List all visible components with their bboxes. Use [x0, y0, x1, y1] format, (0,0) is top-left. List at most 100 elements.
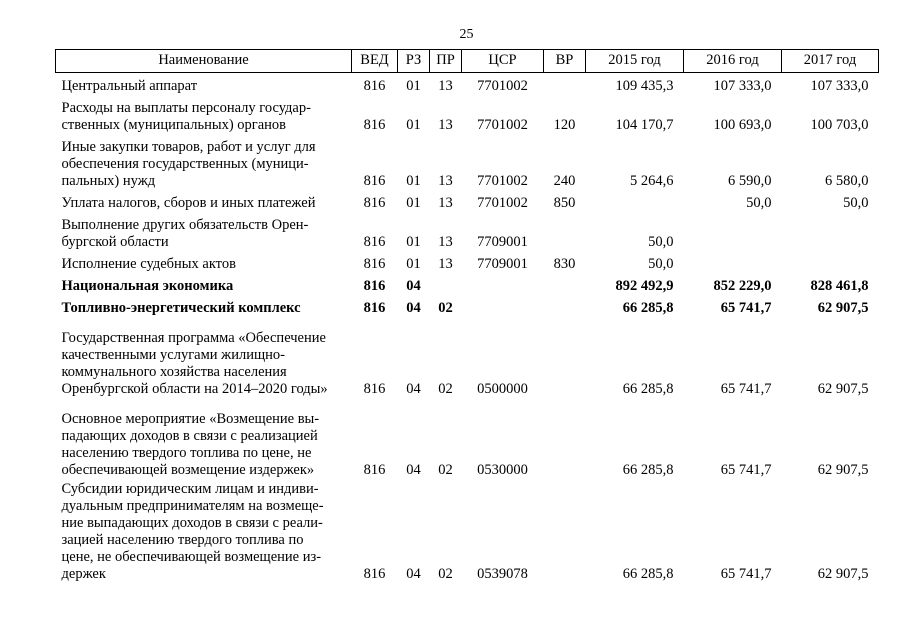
cell-name: Государственная программа «Обеспечение к… — [61, 330, 328, 397]
cell-ved: 816 — [363, 462, 386, 478]
cell-y2016: 65 741,7 — [720, 300, 772, 316]
cell-y2017: 62 907,5 — [817, 566, 869, 582]
budget-table: Наименование ВЕД РЗ ПР ЦСР ВР 2015 год 2016 год… — [55, 49, 879, 583]
cell-csr — [462, 295, 544, 317]
cell-pr: 13 — [438, 173, 453, 189]
cell-vr — [544, 73, 586, 96]
cell-y2016 — [684, 251, 782, 273]
cell-rz: 04 — [406, 381, 421, 397]
cell-y2016 — [684, 212, 782, 251]
column-header-y2017: 2017 год — [781, 49, 879, 73]
cell-y2015: 66 285,8 — [622, 566, 674, 582]
table-row: Основное мероприятие «Возмещение вы- пад… — [56, 398, 879, 479]
cell-ved: 816 — [363, 173, 386, 189]
table-body: Центральный аппарат 816 01 13 7701002 109 435… — [56, 73, 879, 584]
cell-vr — [544, 295, 586, 317]
cell-y2015: 109 435,3 — [615, 78, 674, 94]
cell-vr — [544, 317, 586, 398]
cell-pr — [430, 273, 462, 295]
cell-y2015: 5 264,6 — [630, 173, 674, 189]
cell-pr: 02 — [438, 300, 453, 316]
column-header-name: Наименование — [55, 49, 352, 73]
cell-pr: 13 — [438, 195, 453, 211]
cell-y2017 — [782, 212, 879, 251]
cell-y2016: 65 741,7 — [720, 462, 772, 478]
cell-name: Уплата налогов, сборов и иных платежей — [61, 195, 316, 211]
cell-ved: 816 — [363, 195, 386, 211]
cell-csr: 7701002 — [477, 173, 528, 189]
cell-ved: 816 — [363, 78, 386, 94]
cell-y2017: 50,0 — [843, 195, 869, 211]
cell-y2016: 65 741,7 — [720, 381, 772, 397]
cell-name: Национальная экономика — [61, 278, 234, 294]
cell-ved: 816 — [363, 381, 386, 397]
cell-name: Иные закупки товаров, работ и услуг для … — [61, 139, 316, 189]
cell-csr: 0530000 — [477, 462, 528, 478]
cell-pr: 13 — [438, 78, 453, 94]
cell-vr: 240 — [553, 173, 576, 189]
cell-pr: 02 — [438, 381, 453, 397]
table-row: Уплата налогов, сборов и иных платежей 81… — [56, 190, 879, 212]
cell-pr: 13 — [438, 234, 453, 250]
cell-y2015: 104 170,7 — [615, 117, 674, 133]
cell-y2015 — [586, 190, 684, 212]
cell-vr: 850 — [553, 195, 576, 211]
column-header-vr: ВР — [543, 49, 586, 73]
cell-vr — [544, 212, 586, 251]
cell-csr: 7701002 — [477, 195, 528, 211]
cell-csr: 7709001 — [477, 234, 528, 250]
cell-y2015: 50,0 — [648, 234, 674, 250]
cell-vr: 120 — [553, 117, 576, 133]
cell-y2015: 50,0 — [648, 256, 674, 272]
cell-y2015: 66 285,8 — [622, 462, 674, 478]
cell-y2017: 62 907,5 — [817, 300, 869, 316]
cell-ved: 816 — [363, 256, 386, 272]
cell-pr: 13 — [438, 117, 453, 133]
cell-vr: 830 — [553, 256, 576, 272]
column-header-csr: ЦСР — [461, 49, 544, 73]
document-page: 25 Наименование ВЕД РЗ ПР ЦСР ВР 2015 год 2016 … — [55, 27, 879, 583]
cell-name: Субсидии юридическим лицам и индиви- дуа… — [61, 481, 324, 582]
cell-y2017: 107 333,0 — [810, 78, 869, 94]
cell-ved: 816 — [363, 278, 386, 294]
cell-y2017: 62 907,5 — [817, 381, 869, 397]
column-header-y2015: 2015 год — [585, 49, 684, 73]
cell-y2016: 107 333,0 — [713, 78, 772, 94]
cell-pr: 02 — [438, 566, 453, 582]
column-header-y2016: 2016 год — [683, 49, 782, 73]
cell-ved: 816 — [363, 300, 386, 316]
cell-rz: 01 — [406, 78, 421, 94]
cell-name: Топливно-энергетический комплекс — [61, 300, 301, 316]
cell-vr — [544, 398, 586, 479]
cell-y2016: 100 693,0 — [713, 117, 772, 133]
cell-y2015: 66 285,8 — [622, 381, 674, 397]
cell-rz: 04 — [406, 566, 421, 582]
cell-rz: 04 — [406, 462, 421, 478]
cell-y2016: 50,0 — [746, 195, 772, 211]
cell-csr: 7701002 — [477, 78, 528, 94]
column-header-ved: ВЕД — [351, 49, 398, 73]
table-row: Исполнение судебных актов 816 01 13 7709001 8… — [56, 251, 879, 273]
cell-csr: 7701002 — [477, 117, 528, 133]
table-row: Государственная программа «Обеспечение к… — [56, 317, 879, 398]
cell-name: Основное мероприятие «Возмещение вы- пад… — [61, 411, 320, 478]
table-row: Центральный аппарат 816 01 13 7701002 109 435… — [56, 73, 879, 96]
cell-rz: 01 — [406, 117, 421, 133]
cell-rz: 01 — [406, 234, 421, 250]
cell-y2017: 6 580,0 — [825, 173, 869, 189]
table-row: Топливно-энергетический комплекс 816 04 02 6… — [56, 295, 879, 317]
cell-pr: 13 — [438, 256, 453, 272]
cell-y2015: 66 285,8 — [622, 300, 674, 316]
cell-csr: 0500000 — [477, 381, 528, 397]
column-header-pr: ПР — [429, 49, 462, 73]
cell-vr — [544, 273, 586, 295]
table-row: Расходы на выплаты персоналу государ- ст… — [56, 95, 879, 134]
cell-name: Исполнение судебных актов — [61, 256, 236, 272]
cell-ved: 816 — [363, 234, 386, 250]
cell-y2017: 62 907,5 — [817, 462, 869, 478]
cell-name: Выполнение других обязательств Орен- бур… — [61, 217, 309, 250]
cell-rz: 04 — [406, 300, 421, 316]
cell-y2017: 828 461,8 — [810, 278, 869, 294]
page-number: 25 — [459, 27, 474, 42]
table-row: Национальная экономика 816 04 892 492,9 852 … — [56, 273, 879, 295]
